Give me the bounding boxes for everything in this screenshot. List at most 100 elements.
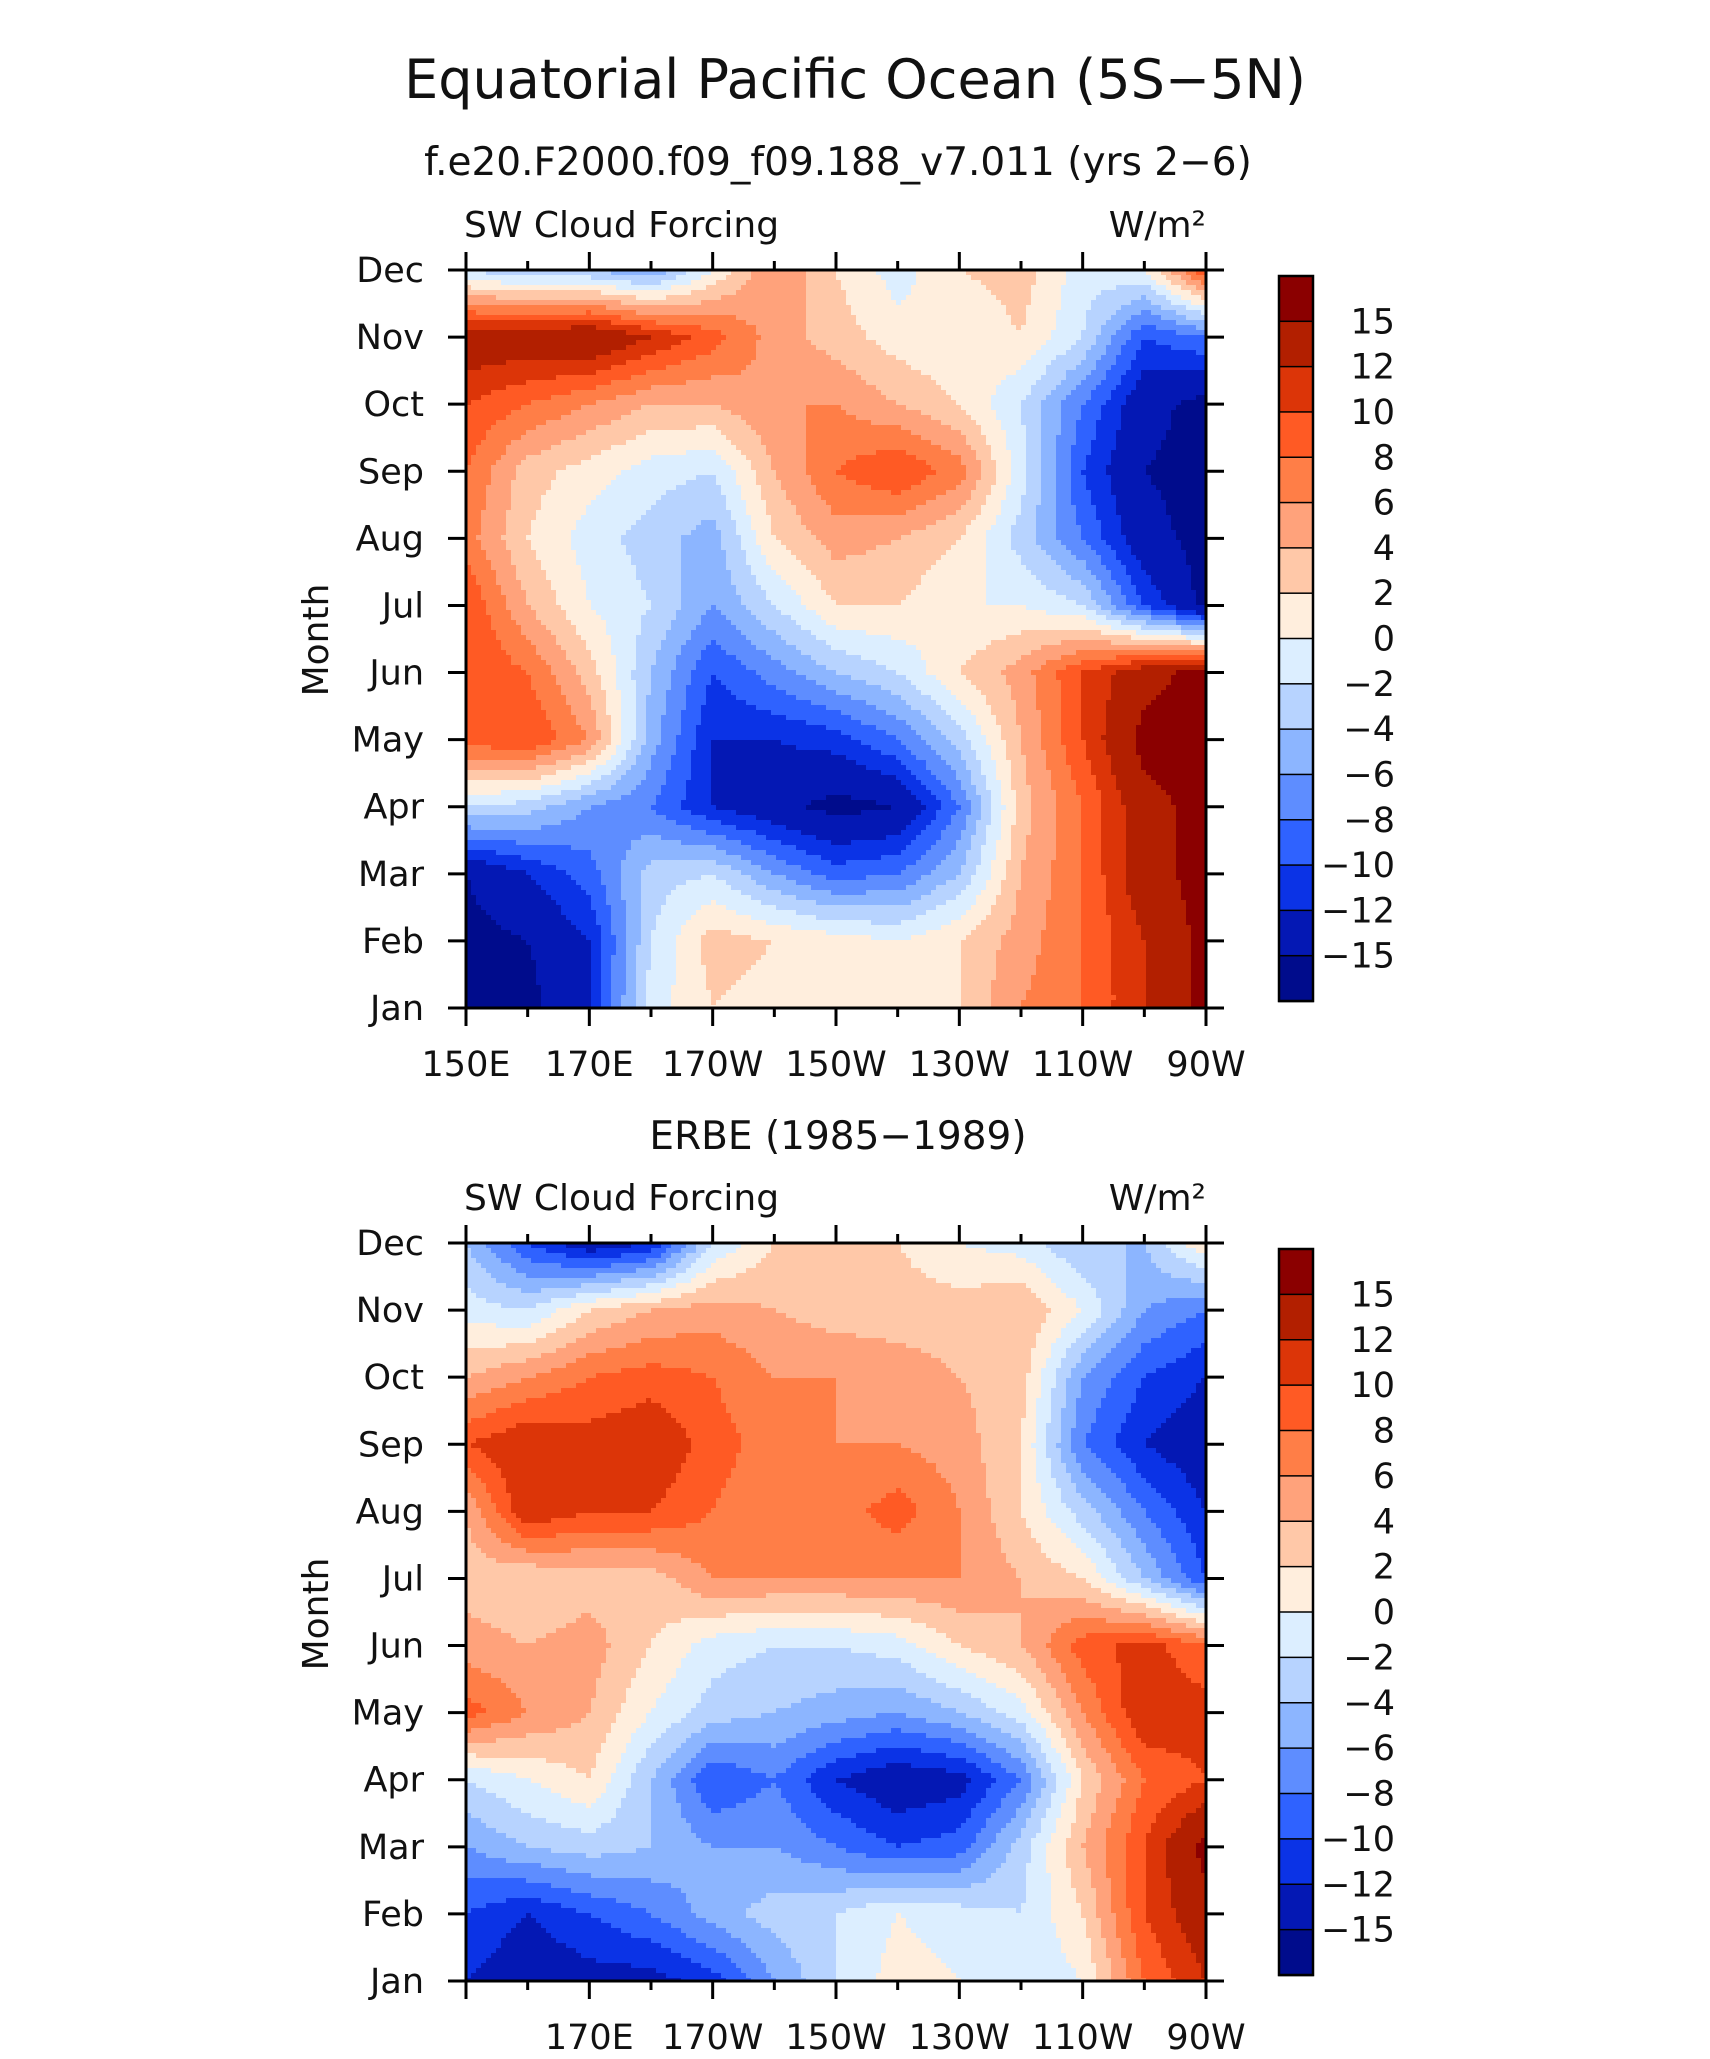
heatmap-cell xyxy=(611,315,617,321)
heatmap-cell xyxy=(861,290,867,296)
heatmap-cell xyxy=(521,290,527,296)
heatmap-cell xyxy=(601,280,607,286)
heatmap-cell xyxy=(831,300,837,306)
heatmap-cell xyxy=(846,285,852,291)
heatmap-cell xyxy=(1196,290,1202,296)
heatmap-cell xyxy=(796,280,802,286)
heatmap-cell xyxy=(561,280,567,286)
heatmap-cell xyxy=(946,295,952,301)
heatmap-cell xyxy=(696,300,702,306)
heatmap-cell xyxy=(576,315,582,321)
heatmap-cell xyxy=(861,305,867,311)
heatmap-cell xyxy=(591,285,597,291)
heatmap-cell xyxy=(686,300,692,306)
heatmap-cell xyxy=(1096,280,1102,286)
heatmap-field xyxy=(466,270,1207,1009)
heatmap-cell xyxy=(1181,300,1187,306)
heatmap-cell xyxy=(556,300,562,306)
heatmap-cell xyxy=(621,310,627,316)
heatmap-cell xyxy=(771,305,777,311)
heatmap-cell xyxy=(551,285,557,291)
heatmap-cell xyxy=(991,275,997,281)
heatmap-cell xyxy=(1171,315,1177,321)
heatmap-cell xyxy=(771,275,777,281)
heatmap-cell xyxy=(886,310,892,316)
heatmap-cell xyxy=(966,280,972,286)
heatmap-cell xyxy=(926,320,932,326)
heatmap-cell xyxy=(636,280,642,286)
heatmap-cell xyxy=(1031,290,1037,296)
heatmap-cell xyxy=(491,295,497,301)
heatmap-cell xyxy=(1191,290,1197,296)
heatmap-cell xyxy=(1136,310,1142,316)
heatmap-cell xyxy=(891,295,897,301)
heatmap-cell xyxy=(1046,305,1052,311)
heatmap-cell xyxy=(886,305,892,311)
heatmap-cell xyxy=(1071,285,1077,291)
heatmap-cell xyxy=(996,275,1002,281)
heatmap-cell xyxy=(641,300,647,306)
heatmap-cell xyxy=(481,305,487,311)
heatmap-cell xyxy=(766,310,772,316)
heatmap-cell xyxy=(1136,290,1142,296)
heatmap-cell xyxy=(591,280,597,286)
heatmap-cell xyxy=(1101,285,1107,291)
heatmap-cell xyxy=(546,320,552,326)
heatmap-cell xyxy=(786,320,792,326)
heatmap-cell xyxy=(866,285,872,291)
heatmap-cell xyxy=(956,310,962,316)
heatmap-cell xyxy=(1081,315,1087,321)
heatmap-cell xyxy=(736,275,742,281)
heatmap-cell xyxy=(601,305,607,311)
heatmap-cell xyxy=(711,310,717,316)
heatmap-cell xyxy=(991,305,997,311)
heatmap-cell xyxy=(871,280,877,286)
heatmap-cell xyxy=(611,305,617,311)
heatmap-cell xyxy=(851,320,857,326)
heatmap-cell xyxy=(1091,295,1097,301)
heatmap-cell xyxy=(856,300,862,306)
heatmap-cell xyxy=(991,300,997,306)
heatmap-cell xyxy=(866,290,872,296)
heatmap-cell xyxy=(621,295,627,301)
heatmap-cell xyxy=(836,315,842,321)
heatmap-cell xyxy=(736,315,742,321)
heatmap-cell xyxy=(1041,315,1047,321)
heatmap-cell xyxy=(716,295,722,301)
heatmap-cell xyxy=(1146,275,1152,281)
heatmap-cell xyxy=(916,290,922,296)
heatmap-cell xyxy=(801,320,807,326)
heatmap-cell xyxy=(576,280,582,286)
heatmap-cell xyxy=(901,320,907,326)
heatmap-cell xyxy=(681,320,687,326)
heatmap-cell xyxy=(676,315,682,321)
heatmap-cell xyxy=(1126,275,1132,281)
heatmap-cell xyxy=(1016,290,1022,296)
heatmap-cell xyxy=(806,305,812,311)
heatmap-cell xyxy=(941,305,947,311)
heatmap-cell xyxy=(636,275,642,281)
heatmap-cell xyxy=(496,315,502,321)
heatmap-cell xyxy=(1021,285,1027,291)
heatmap-cell xyxy=(826,290,832,296)
heatmap-cell xyxy=(836,285,842,291)
heatmap-cell xyxy=(796,300,802,306)
heatmap-cell xyxy=(1181,280,1187,286)
heatmap-cell xyxy=(766,305,772,311)
heatmap-cell xyxy=(611,295,617,301)
heatmap-cell xyxy=(786,305,792,311)
heatmap-cell xyxy=(606,290,612,296)
heatmap-cell xyxy=(471,275,477,281)
heatmap-cell xyxy=(521,315,527,321)
heatmap-cell xyxy=(696,295,702,301)
heatmap-cell xyxy=(1176,290,1182,296)
heatmap-cell xyxy=(891,275,897,281)
heatmap-cell xyxy=(516,305,522,311)
heatmap-cell xyxy=(526,300,532,306)
heatmap-cell xyxy=(1106,275,1112,281)
heatmap-cell xyxy=(996,305,1002,311)
heatmap-cell xyxy=(701,280,707,286)
heatmap-cell xyxy=(941,320,947,326)
heatmap-cell xyxy=(1031,280,1037,286)
heatmap-cell xyxy=(806,280,812,286)
